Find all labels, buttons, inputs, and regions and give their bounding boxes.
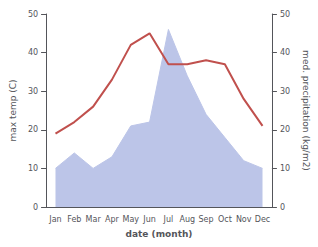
svg-text:20: 20	[280, 125, 290, 134]
svg-text:Oct: Oct	[218, 215, 232, 224]
svg-text:Sep: Sep	[199, 215, 214, 224]
svg-text:40: 40	[28, 48, 38, 57]
svg-text:Aug: Aug	[179, 215, 195, 224]
svg-text:date (month): date (month)	[126, 229, 193, 239]
svg-text:50: 50	[280, 10, 290, 19]
svg-text:Mar: Mar	[86, 215, 102, 224]
svg-text:10: 10	[28, 164, 38, 173]
svg-text:max temp (C): max temp (C)	[8, 79, 18, 141]
svg-text:Apr: Apr	[105, 215, 120, 224]
svg-text:30: 30	[280, 87, 290, 96]
svg-text:Nov: Nov	[236, 215, 252, 224]
svg-text:Jan: Jan	[48, 215, 61, 224]
svg-text:Jun: Jun	[142, 215, 156, 224]
svg-text:50: 50	[28, 10, 38, 19]
svg-text:10: 10	[280, 164, 290, 173]
svg-text:Dec: Dec	[255, 215, 270, 224]
svg-text:0: 0	[280, 203, 285, 212]
svg-text:40: 40	[280, 48, 290, 57]
svg-text:20: 20	[28, 125, 38, 134]
svg-text:med. precipitation (kg/m2): med. precipitation (kg/m2)	[301, 50, 311, 171]
svg-text:30: 30	[28, 87, 38, 96]
svg-text:May: May	[122, 215, 139, 224]
svg-text:Jul: Jul	[163, 215, 174, 224]
svg-text:Feb: Feb	[67, 215, 81, 224]
svg-text:0: 0	[33, 203, 38, 212]
